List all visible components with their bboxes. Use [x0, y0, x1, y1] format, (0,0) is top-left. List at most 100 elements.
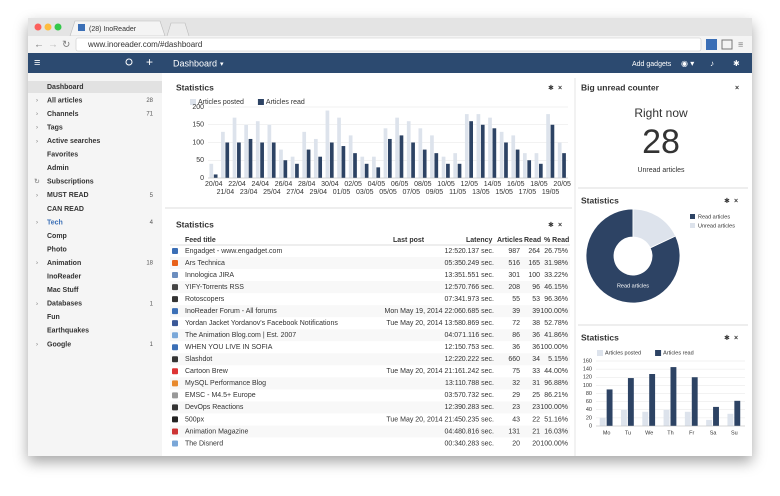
- table-cell: 04:48: [444, 428, 462, 435]
- extension[interactable]: [706, 39, 717, 50]
- widget-close[interactable]: ×: [558, 85, 562, 92]
- caret[interactable]: ▾: [220, 61, 224, 68]
- table-cell[interactable]: Innologica JIRA: [185, 272, 234, 279]
- address-bar[interactable]: [75, 37, 702, 52]
- expand-arrow[interactable]: ›: [36, 98, 38, 104]
- sidebar-item[interactable]: Fun: [47, 314, 60, 321]
- table-cell[interactable]: Yordan Jacket Yordanov's Facebook Notifi…: [185, 320, 338, 327]
- expand-arrow[interactable]: ›: [36, 342, 38, 348]
- sidebar-item[interactable]: Tech: [47, 219, 63, 226]
- widget-settings[interactable]: ✱: [724, 197, 730, 205]
- expand-arrow[interactable]: ›: [36, 193, 38, 199]
- close-btn[interactable]: [34, 23, 42, 31]
- sidebar-item[interactable]: Admin: [47, 165, 69, 172]
- sidebar-item[interactable]: Databases: [47, 301, 82, 308]
- widget-settings[interactable]: ✱: [548, 84, 554, 92]
- widget-settings[interactable]: ✱: [724, 334, 730, 342]
- column-header[interactable]: Articles: [497, 237, 523, 244]
- table-cell[interactable]: InoReader Forum - All forums: [185, 308, 277, 315]
- table-cell[interactable]: Ars Technica: [185, 260, 225, 267]
- widget-close[interactable]: ×: [558, 222, 562, 229]
- minimize-btn[interactable]: [44, 23, 52, 31]
- column-header[interactable]: Latency: [466, 237, 493, 244]
- add-gadgets[interactable]: Add gadgets: [632, 61, 672, 68]
- sidebar-item[interactable]: Active searches: [47, 138, 100, 145]
- widget-close[interactable]: ×: [735, 85, 739, 92]
- table-cell[interactable]: WHEN YOU LIVE IN SOFIA: [185, 344, 273, 351]
- sidebar-item[interactable]: Earthquakes: [47, 328, 89, 335]
- table-cell: 0.283 sec.: [462, 440, 494, 447]
- expand-arrow[interactable]: ›: [36, 125, 38, 131]
- widget-close[interactable]: ×: [734, 198, 738, 205]
- table-cell[interactable]: EMSC - M4.5+ Europe: [185, 392, 256, 399]
- column-header[interactable]: Read: [524, 237, 541, 244]
- sidebar-item[interactable]: Channels: [47, 111, 79, 118]
- forward[interactable]: →: [48, 40, 58, 51]
- sidebar-item[interactable]: Mac Stuff: [47, 287, 79, 294]
- settings[interactable]: ✱: [733, 59, 740, 68]
- sidebar-item[interactable]: Tags: [47, 124, 63, 131]
- column-header[interactable]: Feed title: [185, 237, 216, 244]
- notifications[interactable]: ♪: [710, 59, 714, 68]
- table-cell[interactable]: The Disnerd: [185, 440, 223, 447]
- expand-arrow[interactable]: ›: [36, 301, 38, 307]
- x-tick-label: 24/04: [251, 181, 269, 188]
- add[interactable]: +: [146, 55, 153, 69]
- sidebar-item[interactable]: Animation: [47, 260, 81, 267]
- table-cell[interactable]: DevOps Reactions: [185, 404, 244, 411]
- reload[interactable]: ↻: [62, 40, 70, 51]
- header-title[interactable]: Dashboard: [173, 58, 217, 68]
- new-tab[interactable]: [166, 22, 190, 37]
- table-cell: 1.116 sec.: [462, 332, 494, 339]
- bar: [663, 409, 670, 426]
- table-cell[interactable]: YIFY-Torrents RSS: [185, 284, 244, 291]
- sidebar-item[interactable]: InoReader: [47, 274, 82, 281]
- menu[interactable]: ≡: [738, 39, 743, 49]
- table-cell[interactable]: Rotoscopers: [185, 296, 225, 303]
- table-cell[interactable]: Cartoon Brew: [185, 368, 229, 375]
- zoom-btn[interactable]: [54, 23, 62, 31]
- search[interactable]: [125, 58, 133, 66]
- expand-arrow[interactable]: ›: [36, 112, 38, 118]
- sidebar-item[interactable]: Photo: [47, 246, 67, 253]
- sidebar-item[interactable]: All articles: [47, 97, 83, 104]
- table-cell: 987: [508, 248, 520, 255]
- widget-settings[interactable]: ✱: [548, 221, 554, 229]
- table-cell[interactable]: The Animation Blog.com | Est. 2007: [185, 332, 296, 339]
- cast[interactable]: [721, 39, 733, 50]
- back[interactable]: ←: [34, 40, 44, 51]
- sidebar-item[interactable]: Google: [47, 341, 71, 348]
- sidebar-count: 18: [146, 261, 153, 267]
- active-item: [28, 81, 162, 93]
- bar: [430, 135, 434, 178]
- legend-label: Articles posted: [605, 350, 641, 356]
- sidebar-item[interactable]: Favorites: [47, 152, 78, 159]
- hamburger[interactable]: ≡: [34, 57, 40, 69]
- table-cell[interactable]: 500px: [185, 416, 205, 423]
- table-cell[interactable]: Engadget - www.engadget.com: [185, 248, 282, 255]
- bar: [492, 128, 497, 178]
- expand-arrow[interactable]: ›: [36, 139, 38, 145]
- table-cell[interactable]: Slashdot: [185, 356, 212, 363]
- table-cell: 43: [512, 416, 520, 423]
- widget-close[interactable]: ×: [734, 335, 738, 342]
- view-toggle[interactable]: ◉ ▾: [681, 59, 694, 68]
- column-header[interactable]: % Read: [544, 237, 569, 244]
- table-cell: 20: [532, 440, 540, 447]
- sidebar-item[interactable]: MUST READ: [47, 192, 89, 199]
- expand-arrow[interactable]: ›: [36, 220, 38, 226]
- bar: [627, 378, 634, 426]
- expand-arrow[interactable]: ›: [36, 261, 38, 267]
- table-cell: Tue May 20, 2014 21:16: [386, 368, 462, 375]
- sidebar-item[interactable]: Subscriptions: [47, 179, 94, 186]
- sidebar-item[interactable]: CAN READ: [47, 206, 84, 213]
- table-cell: 34: [532, 356, 540, 363]
- table-cell: 13:35: [444, 272, 462, 279]
- sidebar-item[interactable]: Dashboard: [47, 84, 84, 91]
- table-cell[interactable]: MySQL Performance Blog: [185, 380, 266, 387]
- row-stripe: [170, 329, 570, 342]
- sidebar-item[interactable]: Comp: [47, 233, 67, 240]
- url: www.inoreader.com/#dashboard: [87, 40, 202, 49]
- column-header[interactable]: Last post: [393, 237, 425, 244]
- table-cell[interactable]: Animation Magazine: [185, 428, 249, 435]
